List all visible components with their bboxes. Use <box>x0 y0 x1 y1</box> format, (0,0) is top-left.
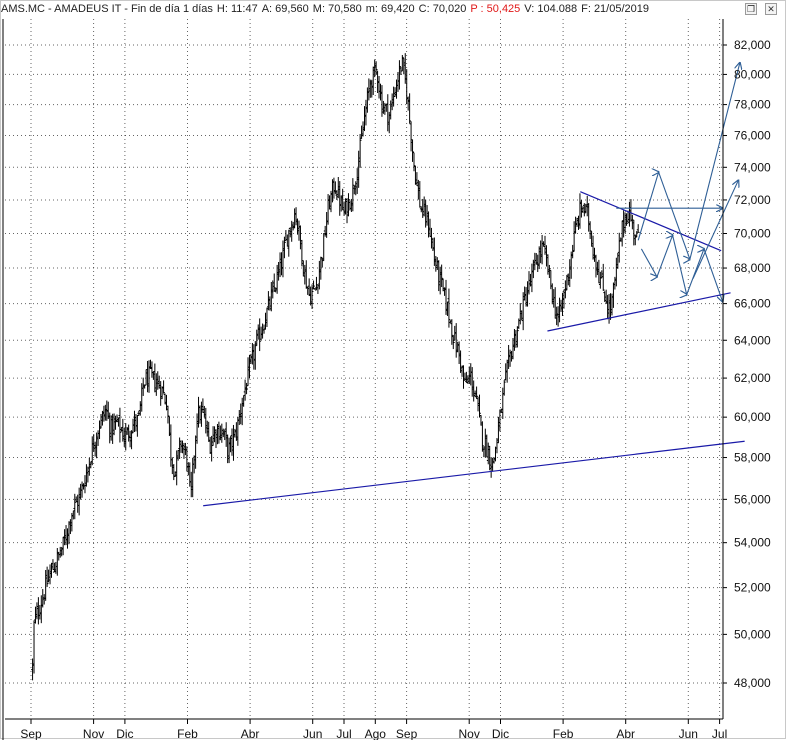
price-bar <box>166 405 170 424</box>
price-bar <box>625 213 628 226</box>
title-part-5: C: 70,020 <box>418 3 467 15</box>
price-bar <box>451 334 455 350</box>
price-bar <box>45 566 49 587</box>
price-bar <box>358 133 362 168</box>
x-tick-label: Jun <box>303 727 322 740</box>
price-bar <box>315 276 318 291</box>
x-tick-label: Feb <box>177 727 198 740</box>
price-layer <box>31 53 640 681</box>
y-tick-label: 52,000 <box>734 581 771 595</box>
title-bar: AMS.MC - AMADEUS IT - Fin de día 1 días H… <box>1 1 785 18</box>
y-tick-label: 54,000 <box>734 536 771 550</box>
close-icon[interactable]: ✕ <box>765 3 777 15</box>
price-bar <box>475 386 478 399</box>
y-tick-label: 62,000 <box>734 371 771 385</box>
projection-layer <box>616 63 740 302</box>
y-tick-label: 50,000 <box>734 627 771 641</box>
y-tick-label: 60,000 <box>734 410 771 424</box>
y-axis: 48,000 50,000 52,000 54,000 56,000 58,000 60,0… <box>722 19 771 719</box>
y-tick-label: 48,000 <box>734 676 771 690</box>
title-part-4: m: 69,420 <box>365 3 415 15</box>
price-bar <box>400 54 404 72</box>
price-bar <box>351 178 355 212</box>
triangle-bottom <box>547 292 731 332</box>
restore-icon[interactable]: ❐ <box>745 3 757 15</box>
x-tick-label: Sep <box>396 727 418 740</box>
y-tick-label: 68,000 <box>734 261 771 275</box>
projection-path-up <box>637 63 740 260</box>
projection-zigzag-1 <box>640 235 722 302</box>
y-tick-label: 72,000 <box>734 193 771 207</box>
x-tick-label: Nov <box>83 727 104 740</box>
price-bar <box>319 256 323 280</box>
price-bar <box>322 233 326 262</box>
price-bar <box>412 152 416 172</box>
x-axis: Sep Nov Dic Feb Abr Jun Jul Ago Sep Nov Dic Feb Abr J… <box>2 19 727 740</box>
grid-layer <box>5 19 723 719</box>
x-tick-label: Jul <box>336 727 351 740</box>
y-tick-label: 74,000 <box>734 160 771 174</box>
title-part-2: A: 69,560 <box>261 3 309 15</box>
projection-line-up-2 <box>692 180 738 279</box>
x-tick-label: Nov <box>459 727 480 740</box>
x-tick-label: Ago <box>365 727 387 740</box>
x-tick-label: Feb <box>553 727 574 740</box>
price-bar <box>411 139 414 162</box>
y-tick-label: 58,000 <box>734 451 771 465</box>
y-tick-label: 82,000 <box>734 38 771 52</box>
title-part-3: M: 70,580 <box>312 3 362 15</box>
price-bar <box>440 264 444 288</box>
price-bar <box>601 263 605 291</box>
title-part-8: F: 21/05/2019 <box>581 3 649 15</box>
x-tick-label: Sep <box>20 727 42 740</box>
y-tick-label: 70,000 <box>734 227 771 241</box>
price-bar <box>258 318 262 352</box>
y-tick-label: 76,000 <box>734 129 771 143</box>
price-bar <box>636 224 640 233</box>
price-bar <box>398 60 401 90</box>
x-tick-label: Jul <box>712 727 727 740</box>
x-tick-label: Abr <box>241 727 260 740</box>
title-part-0: AMS.MC - AMADEUS IT - Fin de día 1 días <box>1 3 213 15</box>
y-tick-label: 56,000 <box>734 492 771 506</box>
price-bar <box>374 61 378 75</box>
title-part-1: H: 11:47 <box>216 3 258 15</box>
title-part-7: V: 104.088 <box>524 3 578 15</box>
price-bar <box>312 280 315 290</box>
price-bar <box>162 380 165 394</box>
price-bar <box>283 236 286 259</box>
price-bar <box>515 326 519 348</box>
price-bar <box>118 407 122 443</box>
price-bar <box>478 394 481 418</box>
price-bar <box>73 493 77 520</box>
price-bar <box>245 382 248 395</box>
y-tick-label: 78,000 <box>734 98 771 112</box>
title-part-6: P : 50,425 <box>470 3 521 15</box>
x-tick-label: Dic <box>492 727 509 740</box>
price-bar <box>502 380 506 396</box>
title-text: AMS.MC - AMADEUS IT - Fin de día 1 días H… <box>1 3 653 15</box>
y-tick-label: 80,000 <box>734 67 771 81</box>
price-bar <box>408 93 412 124</box>
price-bar <box>310 284 314 309</box>
price-bar <box>588 221 592 239</box>
x-tick-label: Abr <box>616 727 635 740</box>
long-term-support <box>203 440 745 507</box>
price-bar <box>481 421 484 452</box>
price-bar <box>447 288 451 328</box>
y-tick-label: 66,000 <box>734 297 771 311</box>
x-tick-label: Jun <box>679 727 698 740</box>
y-tick-label: 64,000 <box>734 333 771 347</box>
price-bar <box>347 193 350 217</box>
x-tick-label: Dic <box>116 727 133 740</box>
price-bar <box>547 264 551 279</box>
